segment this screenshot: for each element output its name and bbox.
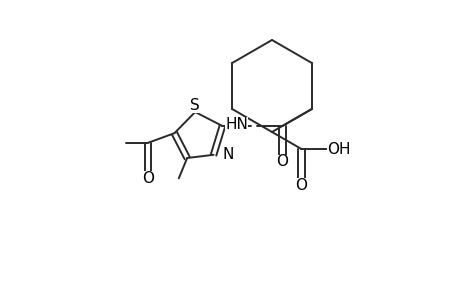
- Text: S: S: [189, 98, 199, 113]
- Text: N: N: [222, 147, 233, 162]
- Text: HN: HN: [224, 116, 247, 131]
- Text: O: O: [276, 154, 288, 169]
- Text: O: O: [142, 171, 154, 186]
- Text: OH: OH: [327, 142, 350, 157]
- Text: O: O: [295, 178, 307, 193]
